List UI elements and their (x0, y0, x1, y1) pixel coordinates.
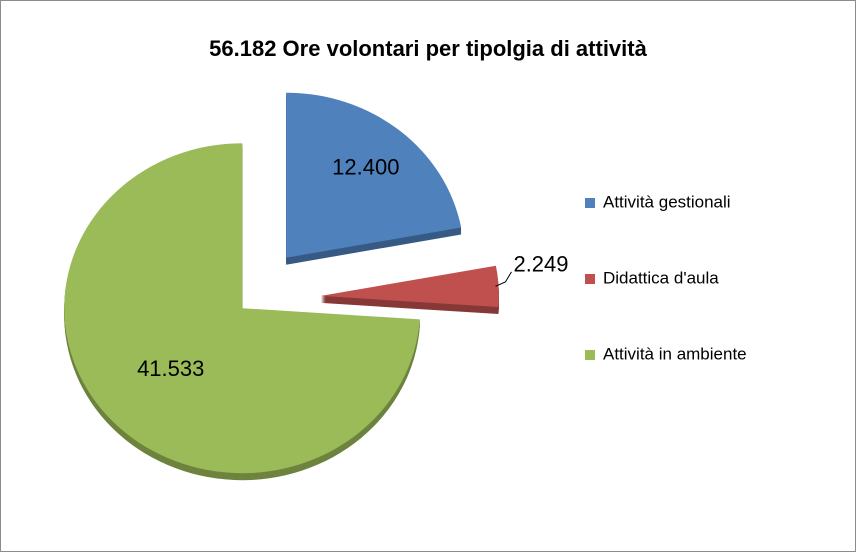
legend-label: Attività in ambiente (603, 344, 747, 363)
legend-swatch (585, 274, 595, 284)
data-label: 12.400 (332, 155, 399, 180)
chart-title: 56.182 Ore volontari per tipolgia di att… (209, 36, 647, 61)
legend-label: Attività gestionali (603, 192, 731, 211)
slice (286, 92, 462, 258)
legend-swatch (585, 350, 595, 360)
legend-swatch (585, 198, 595, 208)
slice (320, 265, 499, 308)
data-label: 2.249 (513, 252, 568, 277)
legend-label: Didattica d'aula (603, 268, 719, 287)
leader-line (495, 271, 512, 287)
data-label: 41.533 (137, 356, 204, 381)
slice (64, 143, 420, 474)
